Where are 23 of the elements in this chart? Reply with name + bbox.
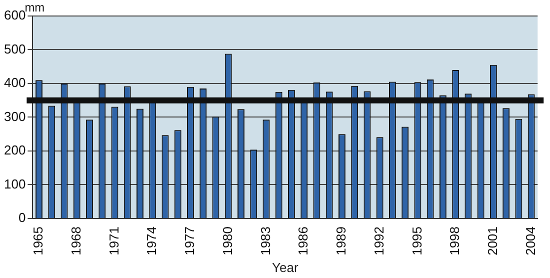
y-tick-label: 600: [4, 8, 26, 23]
x-tick-label: 1968: [68, 226, 84, 256]
x-tick-label: 1998: [447, 226, 462, 256]
x-tick-label: 1971: [106, 226, 122, 256]
y-tick-label: 100: [4, 176, 26, 192]
x-tick-label: 1983: [258, 226, 273, 256]
y-tick-label: 200: [4, 142, 26, 158]
x-tick-label: 1977: [182, 226, 198, 256]
x-tick-label: 2001: [485, 226, 500, 256]
x-tick-label: 1992: [371, 226, 386, 256]
y-tick-label: 300: [4, 108, 26, 124]
y-tick-label: 400: [4, 75, 26, 90]
y-tick-label: 0: [18, 210, 26, 226]
x-tick-label: 1974: [144, 226, 160, 256]
y-tick-label: 500: [4, 41, 26, 56]
x-tick-label: 1989: [334, 226, 349, 256]
x-tick-label: 1995: [409, 226, 424, 256]
x-tick-label: 1980: [220, 226, 235, 256]
x-tick-label: 1965: [30, 226, 46, 256]
y-axis-title: mm: [24, 0, 45, 14]
x-tick-label: 2004: [522, 226, 538, 256]
x-tick-label: 1986: [296, 226, 311, 256]
x-axis-title: Year: [272, 260, 299, 275]
